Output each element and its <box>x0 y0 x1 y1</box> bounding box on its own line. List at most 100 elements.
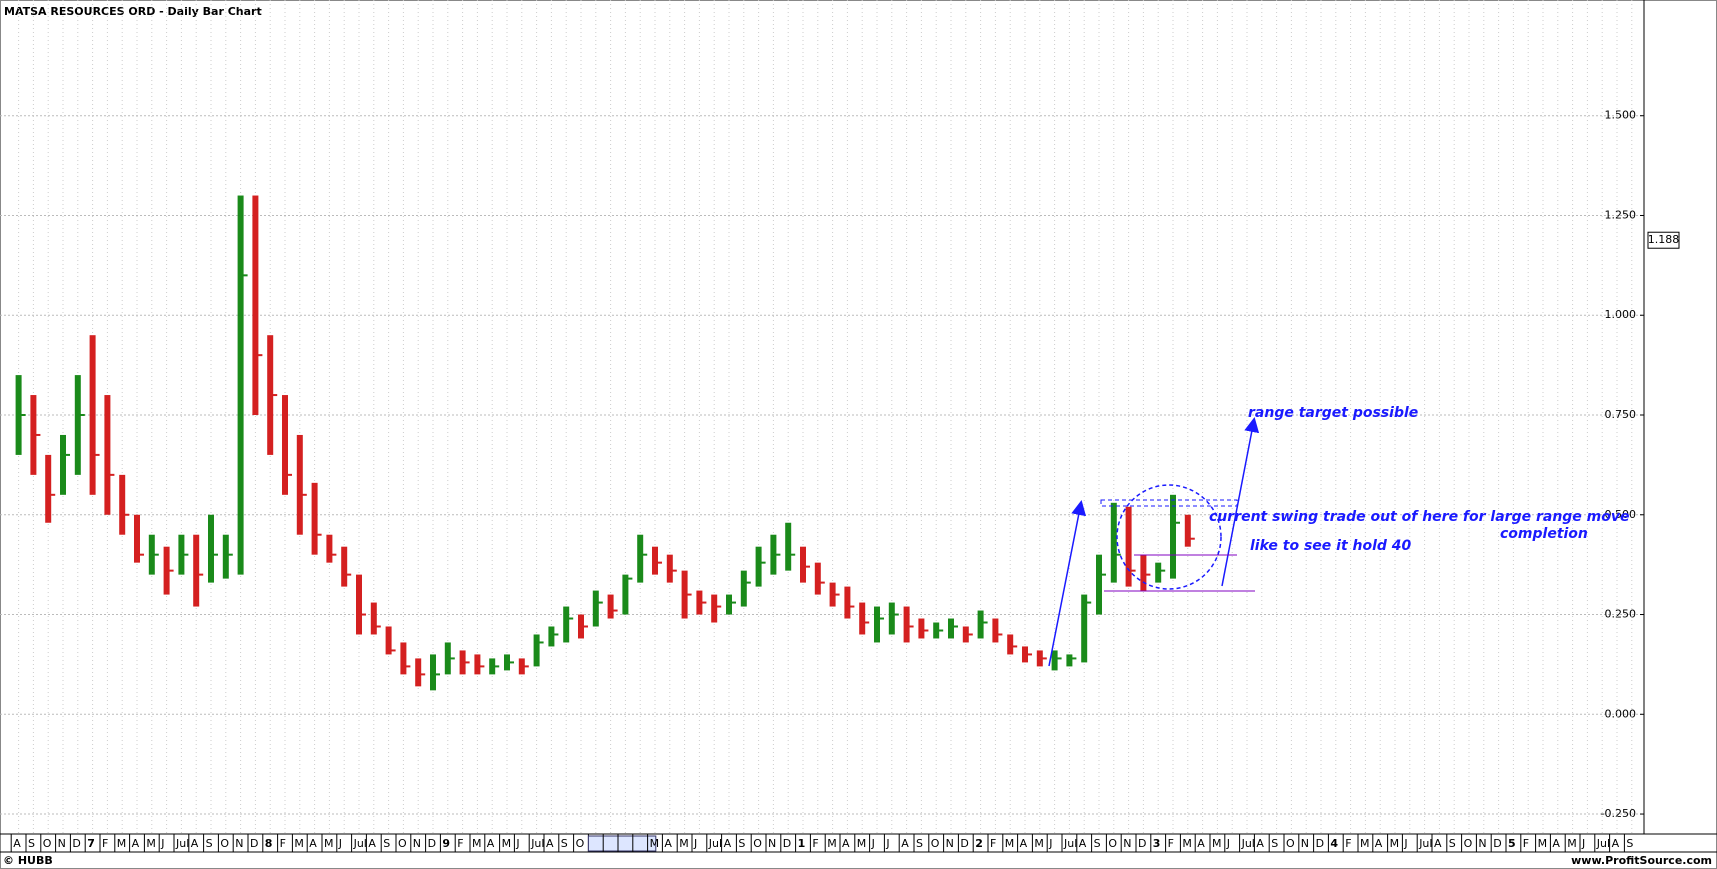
price-bar <box>548 626 555 647</box>
price-bar <box>1184 514 1191 547</box>
price-bar <box>948 618 954 639</box>
price-marker-label: 1.188 <box>1648 233 1680 246</box>
x-tick-label: J <box>338 837 342 850</box>
x-tick-label: N <box>1123 837 1131 850</box>
x-tick-label: O <box>1286 837 1295 850</box>
price-bar <box>415 658 422 687</box>
price-bar <box>592 590 599 627</box>
x-tick-label: Jul <box>353 837 367 850</box>
x-tick-label: N <box>768 837 776 850</box>
x-tick-label: M <box>1567 837 1577 850</box>
x-tick-label: M <box>1360 837 1370 850</box>
x-tick-label: S <box>28 837 35 850</box>
price-bar <box>356 574 362 635</box>
price-bar <box>1155 562 1162 583</box>
annotation: range target possible <box>1248 405 1418 421</box>
price-bar <box>563 606 570 643</box>
price-bar <box>1007 634 1014 655</box>
price-bar <box>474 654 481 675</box>
x-tick-label: M <box>294 837 304 850</box>
x-tick-label: M <box>324 837 334 850</box>
x-tick-label: Jul <box>1418 837 1432 850</box>
arrow <box>1221 417 1260 587</box>
annotation: current swing trade out of here for larg… <box>1209 509 1630 525</box>
x-tick-label: J <box>515 837 519 850</box>
x-tick-label: M <box>117 837 127 850</box>
x-tick-label: S <box>916 837 923 850</box>
x-tick-label: A <box>1197 837 1205 850</box>
price-bar <box>311 482 318 555</box>
price-bar <box>814 562 821 595</box>
x-tick-label: S <box>1626 837 1633 850</box>
x-tick-label: A <box>309 837 317 850</box>
price-bar <box>1066 654 1073 667</box>
x-tick-label: N <box>1301 837 1309 850</box>
x-tick-label: D <box>428 837 436 850</box>
footer-right: www.ProfitSource.com <box>1571 854 1712 867</box>
price-bar <box>341 546 348 587</box>
price-bar <box>222 534 229 579</box>
x-tick-label: D <box>250 837 258 850</box>
y-tick-label: 0.500 <box>1605 508 1637 521</box>
x-tick-label: O <box>753 837 762 850</box>
price-bar <box>385 626 392 655</box>
x-tick-label: D <box>1493 837 1501 850</box>
cursor-box <box>587 835 657 852</box>
price-bar <box>666 554 673 583</box>
x-tick-label: N <box>946 837 954 850</box>
circle <box>1116 484 1222 590</box>
x-tick-label: M <box>679 837 689 850</box>
x-tick-label: A <box>1552 837 1560 850</box>
x-tick-label: O <box>576 837 585 850</box>
price-bar <box>637 534 644 583</box>
y-tick-label: 0.750 <box>1605 408 1637 421</box>
price-bar <box>1140 554 1147 591</box>
x-tick-label: S <box>206 837 213 850</box>
x-tick-label: Jul <box>1596 837 1610 850</box>
x-tick-label: J <box>885 837 889 850</box>
arrow <box>1048 500 1087 667</box>
price-bar <box>208 514 214 583</box>
x-tick-label: M <box>1390 837 1400 850</box>
y-tick-label: 0.000 <box>1605 707 1637 720</box>
x-tick-label: F <box>812 837 818 850</box>
x-tick-label: Jul <box>708 837 722 850</box>
x-tick-label: 5 <box>1508 837 1516 850</box>
x-tick-label: J <box>693 837 697 850</box>
x-tick-label: 1 <box>798 837 806 850</box>
x-tick-label: F <box>1523 837 1529 850</box>
x-tick-label: O <box>43 837 52 850</box>
x-tick-label: F <box>1168 837 1174 850</box>
x-tick-label: A <box>901 837 909 850</box>
price-bar <box>800 546 806 583</box>
y-tick-label: 1.250 <box>1605 208 1637 221</box>
x-tick-label: 7 <box>87 837 95 850</box>
x-tick-label: F <box>280 837 286 850</box>
x-tick-label: S <box>561 837 568 850</box>
price-bar <box>785 522 792 571</box>
price-bar <box>1051 650 1058 671</box>
x-tick-label: D <box>1138 837 1146 850</box>
x-tick-label: D <box>1316 837 1324 850</box>
x-tick-label: 2 <box>975 837 983 850</box>
x-tick-label: M <box>472 837 482 850</box>
price-bar <box>193 534 200 607</box>
x-tick-label: 4 <box>1330 837 1338 850</box>
price-bar <box>282 395 288 495</box>
x-tick-label: 9 <box>442 837 450 850</box>
y-tick-label: 0.250 <box>1605 608 1637 621</box>
x-tick-label: O <box>931 837 940 850</box>
x-tick-label: M <box>146 837 156 850</box>
x-tick-label: Jul <box>530 837 544 850</box>
price-bar <box>622 574 629 615</box>
price-bar <box>296 434 303 535</box>
x-tick-label: A <box>13 837 21 850</box>
x-tick-label: S <box>1094 837 1101 850</box>
x-tick-label: J <box>1226 837 1230 850</box>
x-tick-label: S <box>1271 837 1278 850</box>
x-tick-label: D <box>72 837 80 850</box>
x-tick-label: D <box>783 837 791 850</box>
x-tick-label: A <box>132 837 140 850</box>
x-tick-label: M <box>827 837 837 850</box>
x-tick-label: M <box>1182 837 1192 850</box>
